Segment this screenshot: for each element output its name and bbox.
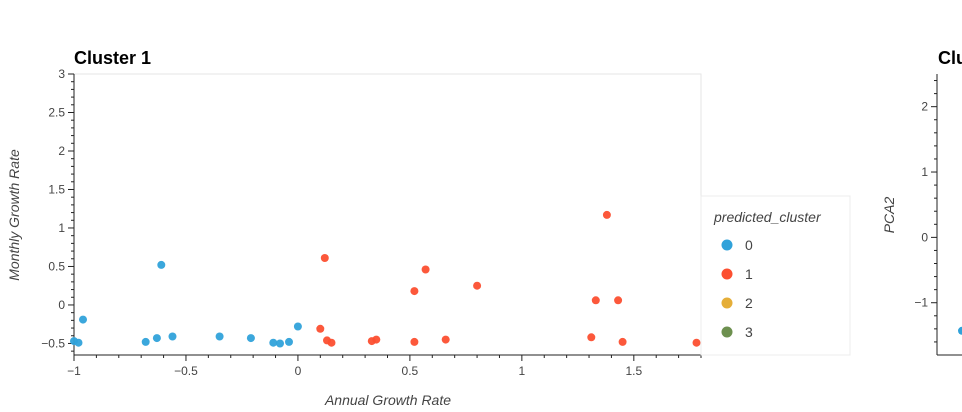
scatter-points (70, 210, 701, 348)
x-axis: −1 −0.5 0 0.5 1 1.5 (67, 354, 702, 378)
cluster-chart: Cluster 1 −0.500.511.522.53 −1 −0.5 0 0.5 1 1… (6, 48, 702, 408)
x-tick-label: 1 (519, 364, 526, 378)
legend-marker-0 (721, 239, 733, 251)
legend-label: 1 (745, 266, 753, 282)
data-point-cluster-1 (320, 254, 329, 262)
scatter-points-2 (958, 326, 962, 335)
data-point-cluster-1 (602, 210, 611, 219)
legend-marker-3 (721, 326, 733, 338)
data-point-cluster-1 (618, 337, 627, 346)
data-point-cluster-1 (372, 335, 381, 344)
data-point-cluster-1 (327, 338, 336, 347)
data-point-cluster-0 (79, 315, 87, 324)
data-point-cluster-0 (141, 337, 150, 346)
x-tick-label: 0.5 (402, 364, 419, 378)
y-tick-label: 0.5 (48, 259, 65, 273)
data-point-cluster-0 (293, 322, 302, 331)
data-point-cluster-0 (168, 332, 177, 341)
legend: predicted_cluster 0 1 2 3 (700, 195, 851, 356)
data-point-cluster-1 (316, 324, 325, 333)
y-axis-2: −1 0 1 2 (914, 74, 962, 356)
y-tick-label-2: 0 (921, 230, 928, 244)
y-tick-label: 3 (58, 67, 65, 81)
y-tick-label: 1 (58, 221, 65, 235)
y-axis-label: Monthly Growth Rate (6, 149, 22, 281)
data-point-cluster-0 (276, 339, 284, 348)
data-point-cluster-1 (473, 281, 482, 290)
legend-title: predicted_cluster (713, 209, 822, 225)
data-point-cluster-0 (958, 326, 962, 335)
data-point-cluster-1 (591, 296, 600, 305)
data-point-cluster-0 (246, 334, 255, 343)
x-tick-label: 0 (295, 364, 302, 378)
y-axis: −0.5 0 0.5 1 1.5 2 2.5 3 (41, 67, 75, 355)
legend-label: 3 (745, 324, 753, 340)
y-tick-label-2: −1 (914, 296, 928, 310)
data-point-cluster-1 (421, 265, 430, 274)
data-point-cluster-0 (74, 338, 83, 347)
data-point-cluster-0 (285, 337, 293, 346)
x-tick-label: −1 (67, 364, 81, 378)
y-tick-label: 1.5 (48, 182, 65, 196)
pca-chart: Clu −1 0 1 2 PCA2 (881, 48, 962, 356)
data-point-cluster-1 (410, 287, 419, 296)
data-point-cluster-0 (152, 334, 161, 343)
data-point-cluster-0 (157, 260, 166, 269)
data-point-cluster-1 (441, 335, 450, 344)
y-tick-label-2: 2 (921, 100, 928, 114)
x-tick-label: 1.5 (625, 364, 642, 378)
legend-label: 2 (745, 295, 753, 311)
data-point-cluster-0 (269, 338, 278, 347)
legend-marker-2 (721, 297, 733, 309)
y-tick-label: −0.5 (41, 336, 65, 350)
y-tick-label: 2.5 (48, 105, 65, 119)
x-tick-label: −0.5 (174, 364, 198, 378)
y-tick-label: 2 (58, 144, 65, 158)
data-point-cluster-1 (692, 338, 701, 347)
data-point-cluster-1 (587, 333, 596, 342)
legend-label: 0 (745, 237, 753, 253)
y-tick-label: 0 (58, 298, 65, 312)
data-point-cluster-1 (614, 296, 623, 305)
legend-marker-1 (721, 268, 733, 280)
x-axis-label: Annual Growth Rate (324, 392, 451, 408)
data-point-cluster-1 (410, 337, 419, 346)
chart-title: Cluster 1 (74, 48, 151, 68)
y-axis-label-2: PCA2 (881, 197, 897, 234)
chart-title-2: Clu (938, 48, 962, 68)
data-point-cluster-0 (215, 332, 224, 341)
y-tick-label-2: 1 (921, 165, 928, 179)
legend-items: 0 1 2 3 (721, 237, 753, 340)
